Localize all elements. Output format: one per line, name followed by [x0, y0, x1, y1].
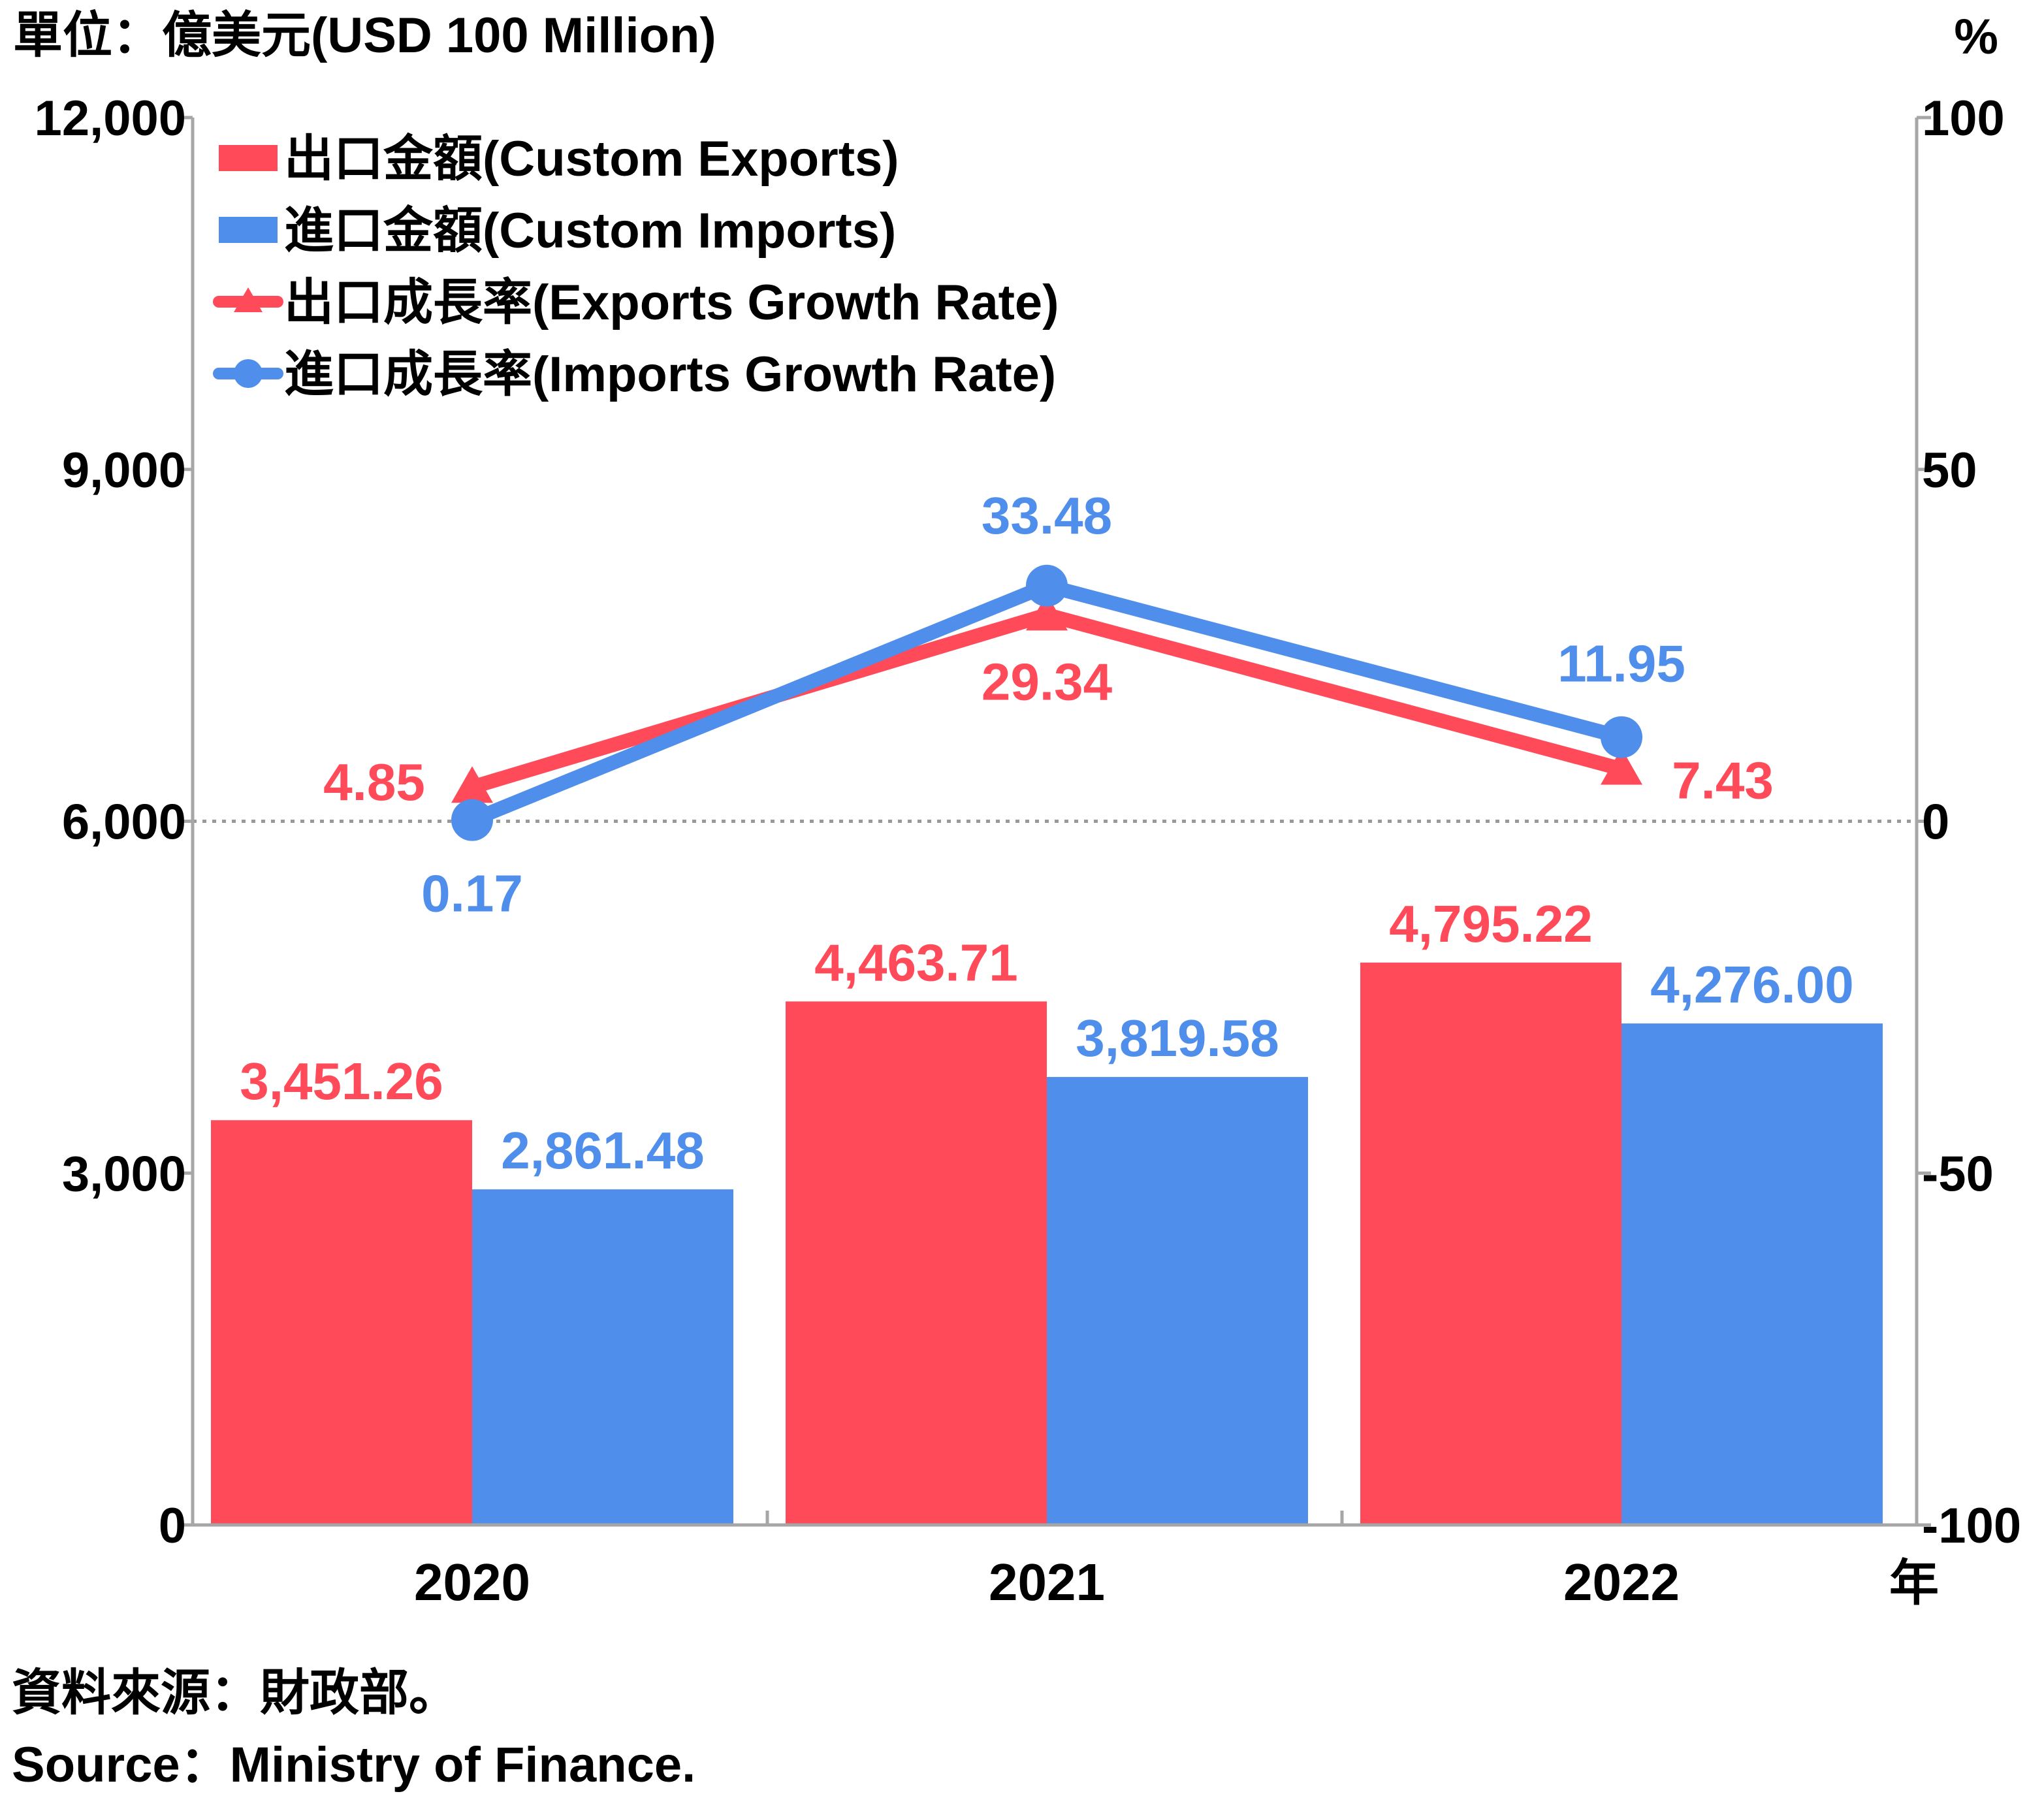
bar-label-imports-2021: 3,819.58 — [1076, 1009, 1279, 1067]
left-tick-label: 6,000 — [62, 795, 186, 850]
line-label-imports-2021: 33.48 — [982, 487, 1112, 545]
right-axis-unit-label: % — [1954, 9, 1998, 65]
bar-exports-2020 — [211, 1120, 472, 1525]
marker-exports-growth-2022 — [1601, 748, 1642, 785]
line-label-imports-2022: 11.95 — [1557, 635, 1685, 693]
bar-imports-2022 — [1621, 1023, 1883, 1525]
legend-swatch-0 — [219, 145, 278, 171]
bar-label-exports-2022: 4,795.22 — [1389, 895, 1592, 953]
bar-exports-2021 — [786, 1001, 1047, 1525]
legend-swatch-1 — [219, 217, 278, 243]
x-tick-label-2022: 2022 — [1563, 1553, 1680, 1611]
legend-marker-2 — [234, 287, 263, 312]
growth-lines-layer — [451, 564, 1642, 841]
bar-label-exports-2021: 4,463.71 — [814, 933, 1017, 991]
left-tick-label: 3,000 — [62, 1146, 186, 1202]
left-tick-label: 0 — [159, 1498, 186, 1554]
legend-label-1: 進口金額(Custom Imports) — [284, 203, 896, 259]
right-tick-label: -50 — [1922, 1146, 1994, 1202]
marker-imports-growth-2022 — [1601, 716, 1642, 758]
bar-imports-2021 — [1047, 1077, 1308, 1525]
line-label-exports-2020: 4.85 — [323, 753, 425, 811]
bar-exports-2022 — [1360, 962, 1621, 1525]
bar-label-imports-2020: 2,861.48 — [501, 1121, 704, 1179]
bar-label-exports-2020: 3,451.26 — [240, 1052, 443, 1110]
right-tick-label: 100 — [1922, 91, 2005, 146]
x-tick-label-2021: 2021 — [989, 1553, 1105, 1611]
bar-label-imports-2022: 4,276.00 — [1650, 955, 1853, 1014]
bar-imports-2020 — [472, 1189, 733, 1525]
marker-exports-growth-2020 — [451, 766, 493, 803]
source-en: Source：Ministry of Finance. — [12, 1737, 696, 1793]
marker-imports-growth-2021 — [1026, 564, 1068, 607]
line-label-imports-2020: 0.17 — [421, 865, 523, 923]
x-axis-unit-label: 年 — [1889, 1556, 1939, 1611]
marker-imports-growth-2020 — [451, 799, 493, 841]
legend-label-3: 進口成長率(Imports Growth Rate) — [284, 347, 1056, 402]
legend-label-0: 出口金額(Custom Exports) — [284, 131, 899, 187]
legend: 出口金額(Custom Exports) 進口金額(Custom Imports)… — [213, 131, 1059, 402]
x-tick-label-2020: 2020 — [414, 1553, 530, 1611]
bars-layer — [211, 962, 1883, 1525]
right-tick-label: -100 — [1922, 1498, 2021, 1554]
source-zh: 資料來源：財政部。 — [12, 1665, 458, 1721]
left-tick-label: 9,000 — [62, 443, 186, 498]
line-label-exports-2022: 7.43 — [1672, 751, 1774, 809]
left-tick-label: 12,000 — [35, 91, 186, 146]
left-axis-unit-label: 單位：億美元(USD 100 Million) — [13, 8, 716, 63]
legend-marker-3 — [234, 359, 263, 388]
legend-label-2: 出口成長率(Exports Growth Rate) — [284, 275, 1059, 330]
right-tick-label: 50 — [1922, 443, 1977, 498]
axes-layer: 0 3,000 6,000 9,000 12,000 -100 -50 0 50 100 2020 2… — [35, 91, 2022, 1611]
data-labels-layer: 3,451.26 4,463.71 4,795.22 2,861.48 3,819.58… — [240, 487, 1853, 1179]
marker-exports-growth-2021 — [1026, 594, 1068, 631]
right-tick-label: 0 — [1922, 795, 1949, 850]
line-label-exports-2021: 29.34 — [982, 652, 1113, 711]
